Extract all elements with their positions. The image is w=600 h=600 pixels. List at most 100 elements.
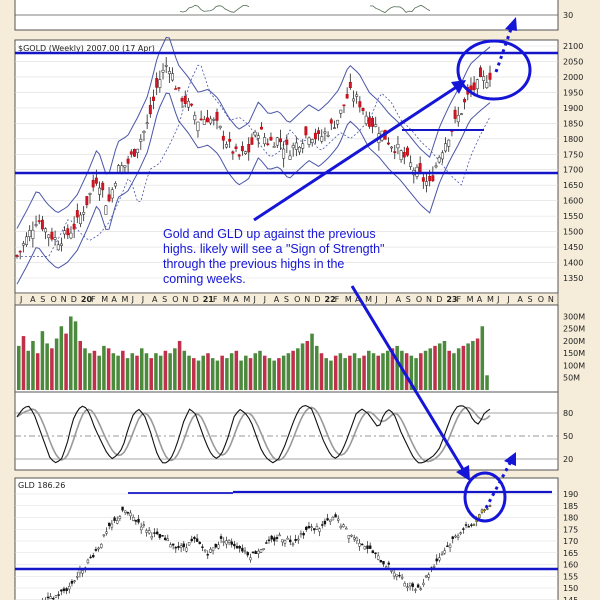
month-tick-label: D — [436, 295, 442, 304]
gld-candle — [454, 535, 457, 538]
volume-bar — [381, 353, 385, 390]
gold-candle — [171, 73, 175, 81]
gld-candle — [411, 583, 414, 587]
gold-candle — [133, 148, 136, 157]
gold-candle — [269, 136, 273, 141]
volume-bar — [258, 350, 262, 390]
gld-candle — [339, 525, 343, 529]
volume-bar — [92, 350, 97, 390]
month-tick-label: J — [374, 295, 377, 304]
gld-y-tick-label: 160 — [563, 561, 578, 570]
gld-candle — [142, 524, 146, 527]
month-tick-label: J — [506, 295, 509, 304]
volume-bar — [59, 326, 64, 390]
volume-bar — [352, 353, 357, 390]
gold-candle — [34, 224, 38, 226]
month-tick-label: O — [538, 295, 544, 304]
gld-candle — [360, 543, 364, 546]
volume-bar — [348, 355, 352, 390]
gld-projection-dotted — [484, 462, 512, 509]
gld-candle — [467, 526, 470, 528]
gold-candle — [193, 114, 197, 121]
gld-candle — [54, 595, 58, 598]
gold-y-tick-label: 1500 — [563, 228, 583, 237]
month-tick-label: M — [487, 295, 494, 304]
gold-candle — [345, 94, 349, 99]
month-tick-label: J — [384, 295, 387, 304]
gold-candle — [326, 134, 330, 137]
gold-candle — [263, 137, 267, 145]
gold-candle — [231, 151, 235, 154]
gold-candle — [126, 158, 130, 164]
volume-bar — [286, 353, 291, 390]
gld-candle — [76, 576, 79, 578]
gld-candle — [440, 553, 444, 556]
gold-candle — [342, 104, 346, 107]
gld-candle — [366, 545, 369, 549]
gld-candle — [113, 517, 116, 521]
month-tick-label: M — [467, 295, 474, 304]
volume-bar — [125, 358, 130, 390]
month-tick-label: 22 — [325, 295, 336, 304]
gold-candle — [418, 163, 422, 173]
gold-candle — [361, 108, 365, 111]
gld-candle — [382, 560, 385, 565]
arrow-to-gld-head — [456, 465, 470, 481]
gld-candle — [49, 596, 52, 600]
gld-candle — [262, 548, 265, 550]
gold-candle — [294, 142, 298, 150]
gold-candle — [444, 143, 448, 152]
gld-candle — [443, 550, 446, 554]
volume-bar — [329, 360, 333, 390]
gld-candle — [392, 572, 396, 577]
gld-y-tick-label: 165 — [563, 549, 578, 558]
volume-bar — [324, 358, 328, 390]
gold-candle — [256, 135, 260, 139]
gld-candle — [414, 589, 417, 591]
gold-candle — [104, 205, 108, 215]
month-tick-label: S — [406, 295, 411, 304]
gld-candle — [57, 594, 60, 596]
gld-candle — [321, 524, 324, 526]
gold-candle — [298, 146, 301, 153]
gold-highlight-circle — [456, 39, 532, 101]
gold-candle — [317, 130, 321, 135]
gld-candle — [374, 552, 377, 555]
gld-candle — [137, 518, 140, 523]
gold-candle — [390, 146, 394, 149]
gld-candle — [89, 556, 92, 559]
gold-candle — [475, 79, 479, 90]
month-tick-label: J — [252, 295, 255, 304]
volume-bar — [106, 348, 111, 390]
gold-candle — [279, 138, 282, 143]
month-tick-label: F — [91, 295, 96, 304]
gold-candle — [202, 119, 206, 125]
gld-candle — [118, 516, 122, 519]
gold-candle — [434, 165, 438, 168]
stochastic-y-tick-label: 80 — [563, 409, 573, 418]
gld-candle — [131, 517, 135, 521]
gld-candle — [384, 566, 388, 568]
gld-candle — [259, 549, 263, 553]
gold-candle — [98, 187, 101, 195]
bollinger-mid — [17, 64, 491, 257]
gld-candle — [171, 543, 175, 546]
gld-candle — [283, 540, 287, 544]
gold-candle — [91, 179, 95, 188]
gld-candle — [102, 534, 106, 537]
stochastic-y-tick-label: 50 — [563, 432, 573, 441]
gold-candle — [472, 82, 476, 91]
volume-bar — [343, 358, 347, 390]
gold-candle — [431, 175, 435, 182]
gld-candle — [446, 545, 449, 547]
gld-y-tick-label: 185 — [563, 502, 578, 511]
month-tick-label: D — [193, 295, 199, 304]
annotation-line-3: through the previous highs in the — [163, 257, 344, 271]
volume-bar — [371, 353, 376, 390]
gld-candle — [227, 540, 231, 544]
volume-bar — [437, 343, 442, 390]
gld-candle — [355, 537, 359, 541]
gld-candle — [187, 542, 191, 546]
gld-candle — [222, 541, 225, 543]
gld-candle — [257, 550, 260, 554]
